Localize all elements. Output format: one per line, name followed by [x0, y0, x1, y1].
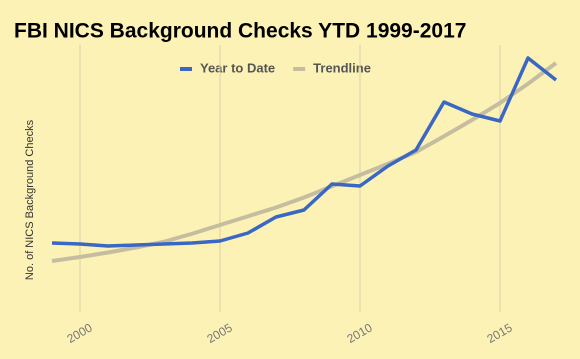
legend: Year to Date Trendline: [180, 60, 371, 75]
series-line: [51, 56, 558, 248]
chart-title: FBI NICS Background Checks YTD 1999-2017: [14, 20, 466, 43]
series-line: [51, 61, 558, 263]
y-axis-label: No. of NICS Background Checks: [24, 119, 36, 280]
legend-label: Trendline: [313, 60, 371, 75]
x-tick-label: 2010: [345, 320, 375, 346]
x-tick-label: 2005: [205, 320, 235, 346]
legend-label: Year to Date: [200, 60, 275, 75]
x-tick-label: 2000: [65, 320, 95, 346]
x-tick-label: 2015: [485, 320, 515, 346]
